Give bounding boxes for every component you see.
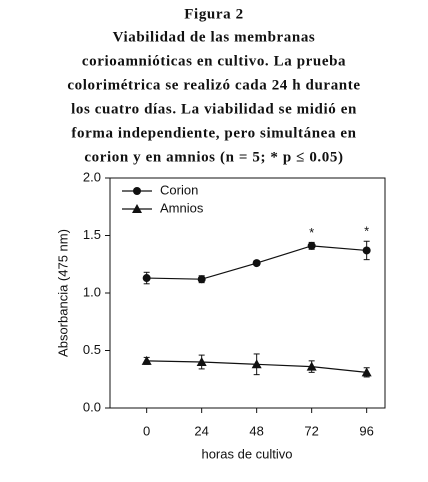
y-tick-label: 0.0	[83, 399, 101, 414]
data-point	[361, 367, 372, 377]
caption-line: colorimétrica se realizó cada 24 h duran…	[67, 77, 360, 93]
x-tick-label: 96	[359, 423, 373, 438]
y-tick-label: 0.5	[83, 342, 101, 357]
x-axis-label: horas de cultivo	[201, 446, 292, 461]
data-point	[251, 359, 262, 369]
legend-marker	[132, 204, 142, 213]
data-point	[307, 241, 316, 250]
x-tick-label: 0	[143, 423, 150, 438]
x-tick-label: 72	[304, 423, 318, 438]
legend-marker	[133, 187, 141, 195]
y-tick-label: 1.0	[83, 284, 101, 299]
figure-title: Figura 2	[184, 6, 243, 22]
caption-line: corioamnióticas en cultivo. La prueba	[82, 53, 346, 69]
data-point	[197, 275, 206, 284]
caption-line: los cuatro días. La viabilidad se midió …	[71, 101, 357, 117]
y-axis-label: Absorbancia (475 nm)	[55, 229, 70, 357]
data-point	[142, 274, 151, 283]
caption-line: corion y en amnios (n = 5; * p ≤ 0.05)	[84, 149, 343, 165]
caption-line: forma independiente, pero simultánea en	[71, 125, 356, 141]
data-point	[196, 357, 207, 366]
data-point	[306, 361, 317, 371]
significance-mark: *	[309, 225, 314, 240]
x-tick-label: 24	[194, 423, 208, 438]
y-tick-label: 2.0	[83, 169, 101, 184]
caption-line: Viabilidad de las membranas	[113, 29, 316, 45]
plot-frame	[109, 177, 386, 409]
data-point	[252, 259, 261, 268]
x-tick-label: 48	[249, 423, 263, 438]
legend-label: Amnios	[160, 200, 204, 215]
significance-mark: *	[364, 224, 369, 239]
legend-label: Corion	[160, 182, 198, 197]
y-tick-label: 1.5	[83, 227, 101, 242]
data-point	[141, 355, 152, 365]
data-point	[362, 246, 371, 255]
